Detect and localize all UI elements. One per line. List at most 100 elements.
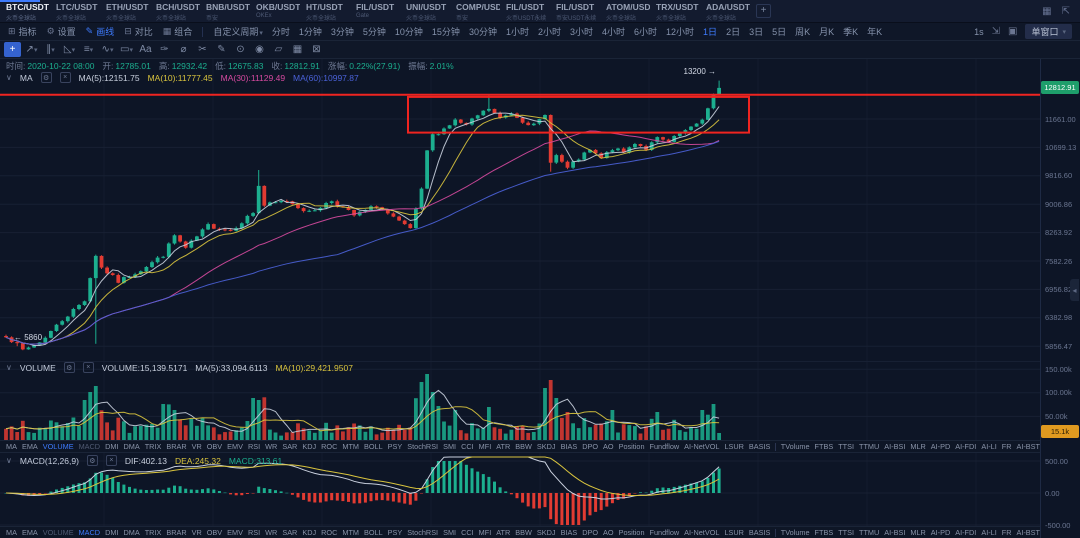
indicator-tab-AI-BSI[interactable]: AI-BSI <box>884 442 906 451</box>
indicator-tab-VOLUME[interactable]: VOLUME <box>42 442 74 451</box>
panel-settings-icon[interactable]: ⚙ <box>86 455 98 466</box>
period-自定义周期[interactable]: 自定义周期▾ <box>213 27 263 37</box>
indicator-tab-BOLL[interactable]: BOLL <box>363 528 383 537</box>
parallel-channel-tool[interactable]: ∥ ▾ <box>42 42 59 57</box>
lock-tool[interactable]: ◉ <box>251 42 268 57</box>
period-4小时[interactable]: 4小时 <box>602 27 626 37</box>
pencil-tool[interactable]: ✎ <box>213 42 230 57</box>
indicator-tab-TTSI[interactable]: TTSI <box>838 528 854 537</box>
settings-button[interactable]: ⚙ 设置 <box>47 25 76 38</box>
indicator-tab-AO[interactable]: AO <box>603 442 614 451</box>
indicator-tab-BASIS[interactable]: BASIS <box>748 442 771 451</box>
indicator-tab-EMV[interactable]: EMV <box>227 442 243 451</box>
indicator-tab-Position[interactable]: Position <box>618 528 645 537</box>
indicator-tab-StochRSI[interactable]: StochRSI <box>407 528 439 537</box>
indicator-tab-DPO[interactable]: DPO <box>582 442 599 451</box>
collapse-chevron-icon[interactable]: ∨ <box>6 456 12 465</box>
indicator-tab-BIAS[interactable]: BIAS <box>560 528 578 537</box>
indicator-tab-EMV[interactable]: EMV <box>227 528 243 537</box>
indicator-tab-MA[interactable]: MA <box>6 528 17 537</box>
period-月K[interactable]: 月K <box>819 27 835 37</box>
indicator-tab-TRIX[interactable]: TRIX <box>144 442 162 451</box>
indicator-tab-TRIX[interactable]: TRIX <box>144 528 162 537</box>
indicator-tab-LSUR[interactable]: LSUR <box>724 442 744 451</box>
angle-tool[interactable]: ◺ ▾ <box>61 42 78 57</box>
indicator-tab-TTMU[interactable]: TTMU <box>859 442 880 451</box>
indicator-tab-AI-BST[interactable]: AI-BST <box>1016 442 1040 451</box>
copy-tool[interactable]: ▱ <box>270 42 287 57</box>
indicator-tab-MACD[interactable]: MACD <box>78 442 101 451</box>
indicator-tab-SMI[interactable]: SMI <box>443 442 457 451</box>
indicator-tab-Fundflow[interactable]: Fundflow <box>649 442 680 451</box>
indicator-tab-TVolume[interactable]: TVolume <box>780 528 810 537</box>
indicator-tab-DMA[interactable]: DMA <box>123 528 140 537</box>
period-12小时[interactable]: 12小时 <box>666 27 695 37</box>
indicator-tab-LSUR[interactable]: LSUR <box>724 528 744 537</box>
pair-tab-fil-usdt[interactable]: FIL/USDT 火币USDT永续 <box>500 0 550 22</box>
period-5分钟[interactable]: 5分钟 <box>362 27 386 37</box>
collapse-chevron-icon[interactable]: ∨ <box>6 363 12 372</box>
indicator-tab-MFI[interactable]: MFI <box>478 528 492 537</box>
indicator-tab-AI-PD[interactable]: AI-PD <box>930 442 951 451</box>
indicator-tab-DPO[interactable]: DPO <box>582 528 599 537</box>
indicator-tab-TTSI[interactable]: TTSI <box>838 442 854 451</box>
period-15分钟[interactable]: 15分钟 <box>431 27 460 37</box>
indicator-tab-CCI[interactable]: CCI <box>461 528 474 537</box>
indicator-tab-SKDJ[interactable]: SKDJ <box>536 442 556 451</box>
indicator-tab-OBV[interactable]: OBV <box>206 528 223 537</box>
period-2日[interactable]: 2日 <box>726 27 741 37</box>
indicator-tab-VOLUME[interactable]: VOLUME <box>42 528 74 537</box>
indicator-tab-TTMU[interactable]: TTMU <box>859 528 880 537</box>
pair-tab-bnb-usdt[interactable]: BNB/USDT 币安 <box>200 0 250 22</box>
pair-tab-okb-usdt[interactable]: OKB/USDT OKEx <box>250 0 300 22</box>
indicator-tab-SAR[interactable]: SAR <box>282 528 298 537</box>
delete-tool[interactable]: ⊠ <box>308 42 325 57</box>
pair-tab-ada-usdt[interactable]: ADA/USDT 火币全球站 <box>700 0 750 22</box>
expand-icon[interactable]: ⇲ <box>991 26 1001 37</box>
indicator-tab-TVolume[interactable]: TVolume <box>780 442 810 451</box>
indicator-tab-AI-BST[interactable]: AI-BST <box>1016 528 1040 537</box>
indicator-tab-AI-FDI[interactable]: AI-FDI <box>955 528 977 537</box>
indicator-tab-DMI[interactable]: DMI <box>105 442 119 451</box>
panel-close-icon[interactable]: × <box>59 72 71 83</box>
pair-tab-bch-usdt[interactable]: BCH/USDT 火币全球站 <box>150 0 200 22</box>
period-1小时[interactable]: 1小时 <box>505 27 529 37</box>
pair-tab-btc-usdt[interactable]: BTC/USDT 火币全球站 <box>0 0 50 22</box>
indicator-tab-StochRSI[interactable]: StochRSI <box>407 442 439 451</box>
indicator-tab-MLR[interactable]: MLR <box>910 528 926 537</box>
period-3小时[interactable]: 3小时 <box>569 27 593 37</box>
pair-tab-trx-usdt[interactable]: TRX/USDT 火币全球站 <box>650 0 700 22</box>
indicator-tab-FTBS[interactable]: FTBS <box>814 442 834 451</box>
period-周K[interactable]: 周K <box>795 27 811 37</box>
multi-layout-icon[interactable]: ▦ <box>1042 5 1052 17</box>
period-10分钟[interactable]: 10分钟 <box>394 27 423 37</box>
indicator-tab-MLR[interactable]: MLR <box>910 442 926 451</box>
indicator-tab-WR[interactable]: WR <box>265 528 278 537</box>
pair-tab-ht-usdt[interactable]: HT/USDT 火币全球站 <box>300 0 350 22</box>
indicator-tab-AI-LI[interactable]: AI-LI <box>981 528 997 537</box>
indicator-tab-AI-NetVOL[interactable]: AI-NetVOL <box>684 442 720 451</box>
fullscreen-icon[interactable]: ⇱ <box>1061 5 1070 17</box>
pair-tab-fil-usdt[interactable]: FIL/USDT Gate <box>350 0 400 22</box>
period-1分钟[interactable]: 1分钟 <box>298 27 322 37</box>
indicator-tab-AI-FDI[interactable]: AI-FDI <box>955 442 977 451</box>
trend-line-tool[interactable]: ↗ ▾ <box>23 42 40 57</box>
indicator-tab-AI-PD[interactable]: AI-PD <box>930 528 951 537</box>
text-tool[interactable]: Aa <box>137 42 154 57</box>
brush-tool[interactable]: ✑ <box>156 42 173 57</box>
horizontal-line-tool[interactable]: ≡ ▾ <box>80 42 97 57</box>
indicator-tab-BBW[interactable]: BBW <box>515 528 532 537</box>
magnet-tool[interactable]: ⊙ <box>232 42 249 57</box>
period-年K[interactable]: 年K <box>867 27 883 37</box>
panel-settings-icon[interactable]: ⚙ <box>63 362 75 373</box>
pair-tab-uni-usdt[interactable]: UNI/USDT 火币全球站 <box>400 0 450 22</box>
indicator-tab-AI-NetVOL[interactable]: AI-NetVOL <box>684 528 720 537</box>
collapse-chevron-icon[interactable]: ∨ <box>6 73 12 82</box>
screenshot-tool[interactable]: ▦ <box>289 42 306 57</box>
indicator-tab-Position[interactable]: Position <box>618 442 645 451</box>
rectangle-tool[interactable]: ▭ ▾ <box>118 42 135 57</box>
indicator-tab-Fundflow[interactable]: Fundflow <box>649 528 680 537</box>
indicator-tab-BIAS[interactable]: BIAS <box>560 442 578 451</box>
indicator-tab-FR[interactable]: FR <box>1001 442 1012 451</box>
price-chart-canvas[interactable] <box>0 59 1040 538</box>
